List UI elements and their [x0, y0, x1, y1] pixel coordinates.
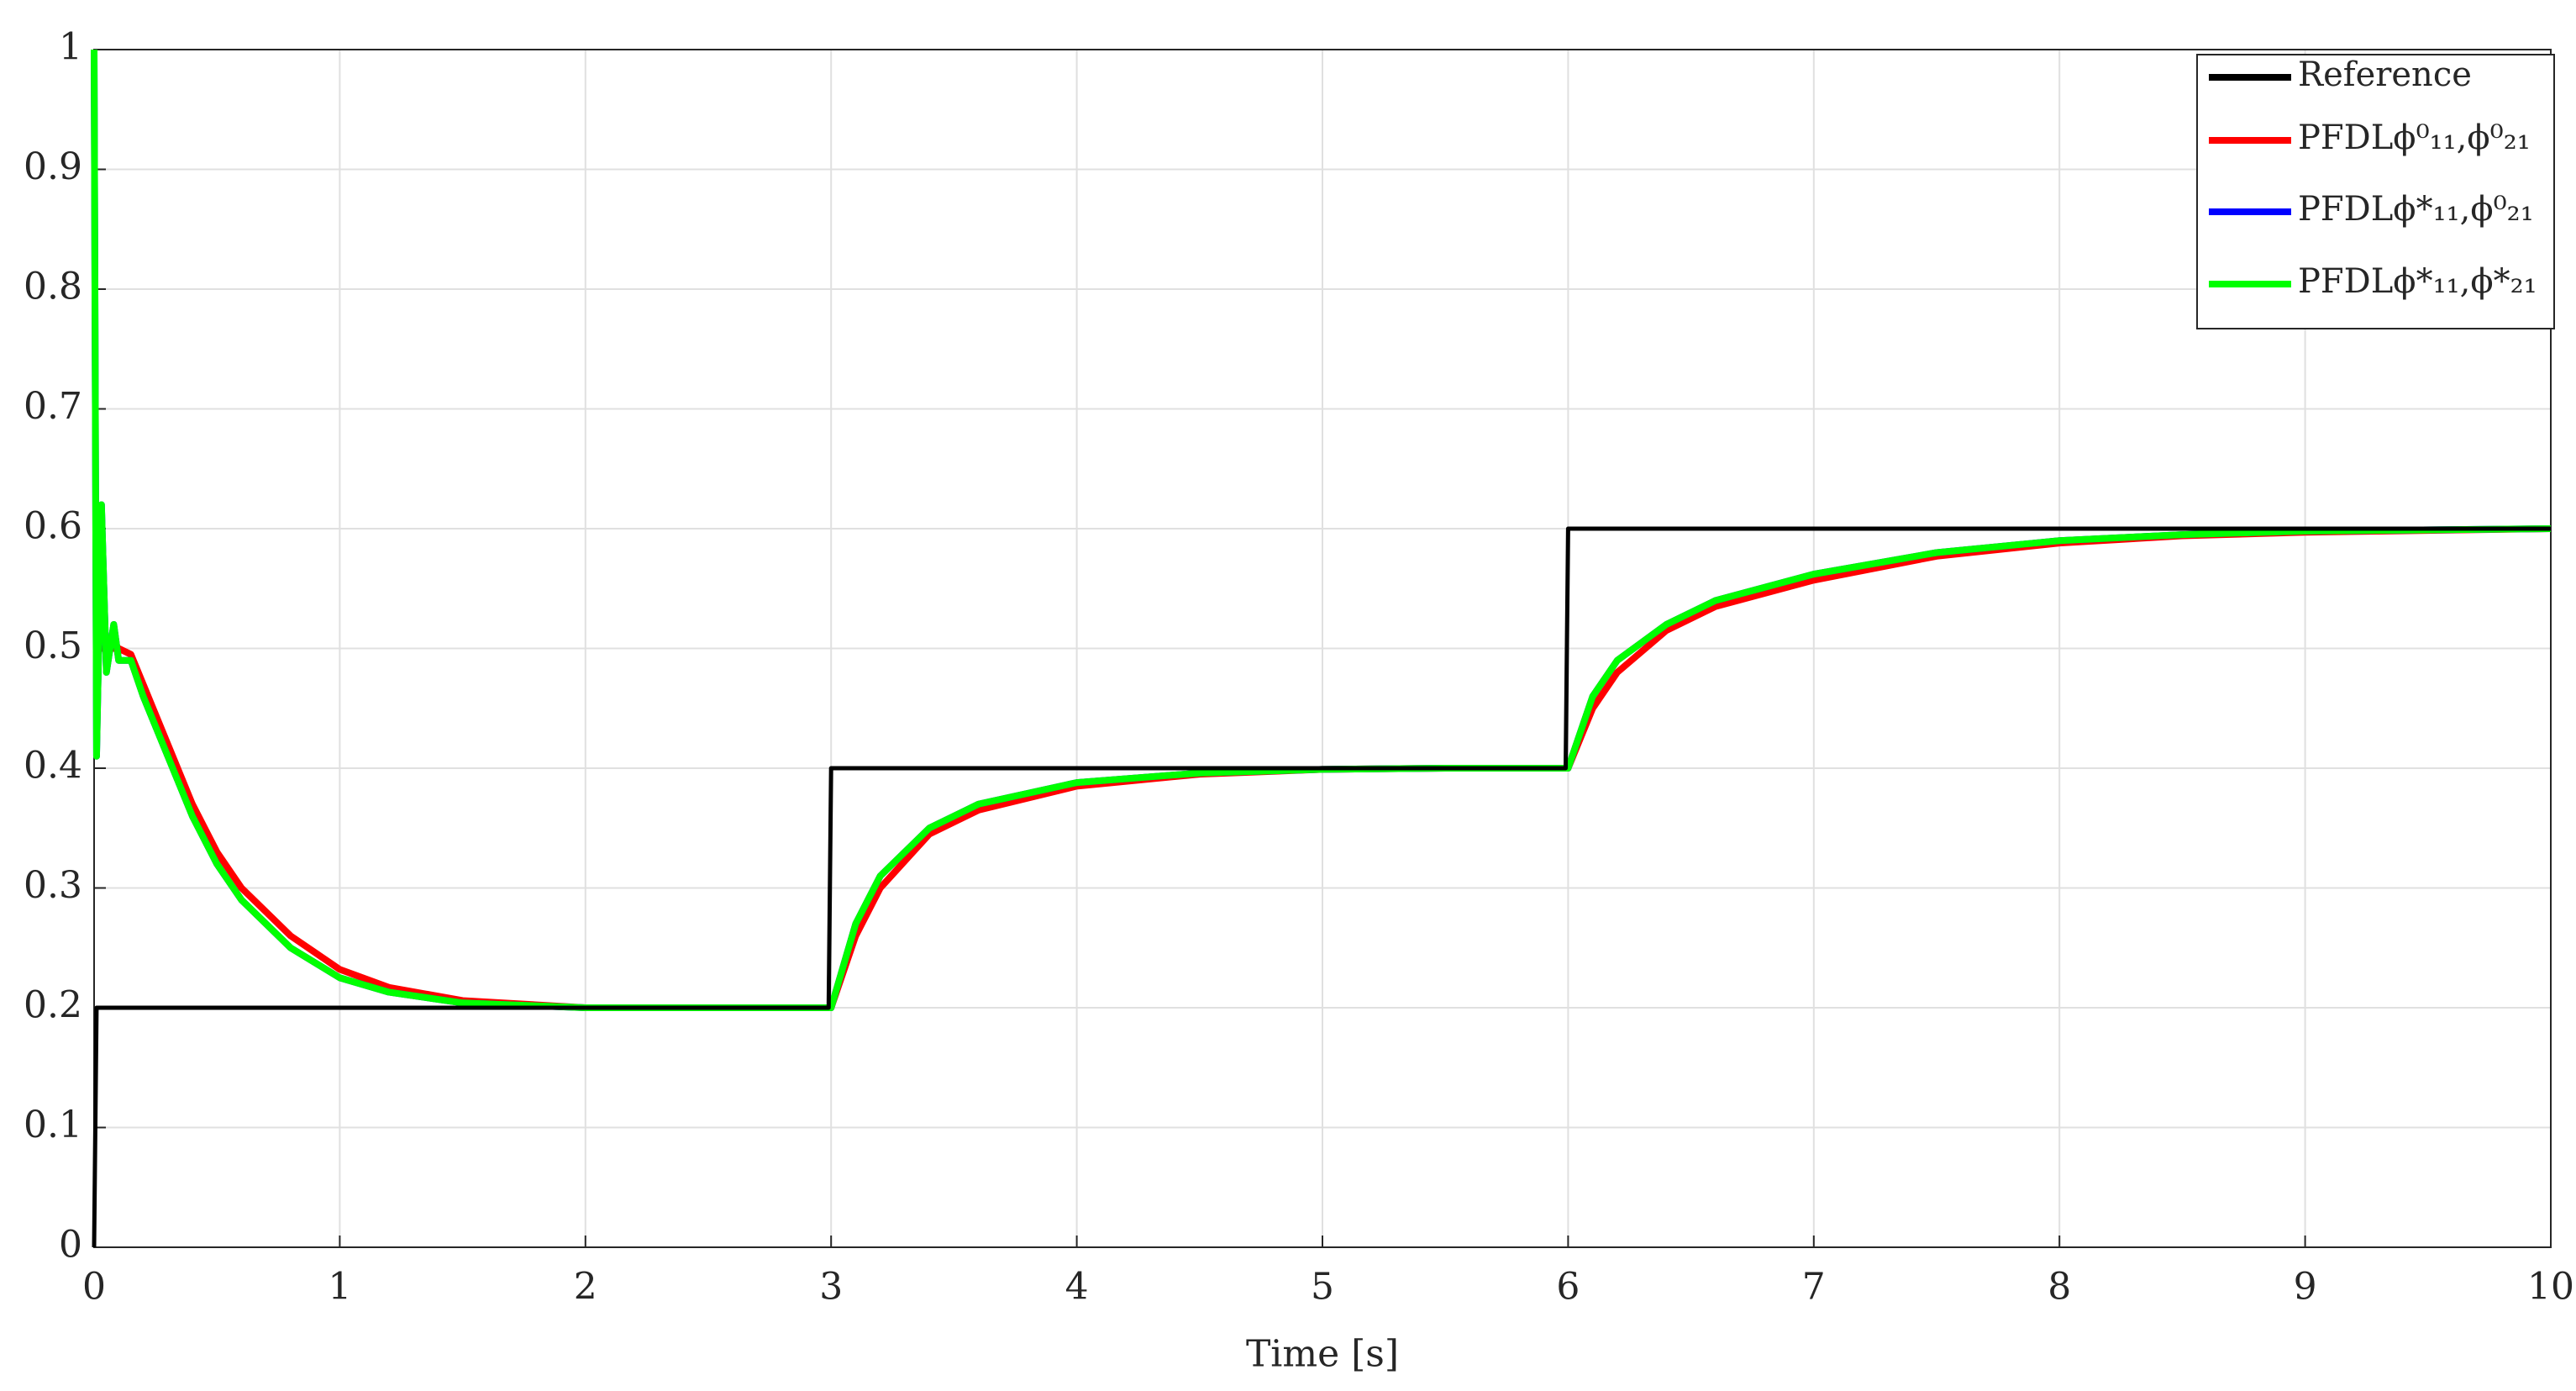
- x-tick-label: 9: [2294, 1266, 2317, 1309]
- y-tick-label: 0.4: [24, 745, 82, 788]
- legend-label: PFDLϕ⁰₁₁,ϕ⁰₂₁: [2298, 119, 2531, 157]
- x-tick-label: 7: [1802, 1266, 1826, 1309]
- x-tick-label: 1: [328, 1266, 351, 1309]
- y-tick-label: 0.5: [24, 624, 82, 667]
- y-tick-label: 0.1: [24, 1104, 82, 1146]
- y-tick-label: 0: [59, 1224, 82, 1267]
- x-tick-label: 4: [1065, 1266, 1089, 1309]
- x-tick-label: 5: [1311, 1266, 1334, 1309]
- series-line: [92, 526, 2551, 1248]
- x-axis-label: Time [s]: [1246, 1333, 1399, 1376]
- y-tick-label: 0.3: [24, 864, 82, 907]
- series-line: [91, 49, 2552, 1011]
- legend-label: PFDLϕ*₁₁,ϕ*₂₁: [2298, 262, 2537, 301]
- legend-label: Reference: [2298, 55, 2472, 94]
- x-tick-label: 2: [574, 1266, 597, 1309]
- y-tick-label: 0.2: [24, 984, 82, 1027]
- y-tick-label: 0.6: [24, 505, 82, 548]
- x-tick-label: 8: [2048, 1266, 2071, 1309]
- y-tick-label: 0.7: [24, 385, 82, 428]
- y-tick-label: 1: [59, 26, 82, 69]
- x-tick-label: 3: [819, 1266, 843, 1309]
- y-tick-label: 0.9: [24, 145, 82, 188]
- x-tick-label: 0: [82, 1266, 106, 1309]
- legend-label: PFDLϕ*₁₁,ϕ⁰₂₁: [2298, 190, 2534, 229]
- x-tick-label: 6: [1556, 1266, 1580, 1309]
- x-tick-label: 10: [2527, 1266, 2574, 1309]
- y-tick-label: 0.8: [24, 266, 82, 308]
